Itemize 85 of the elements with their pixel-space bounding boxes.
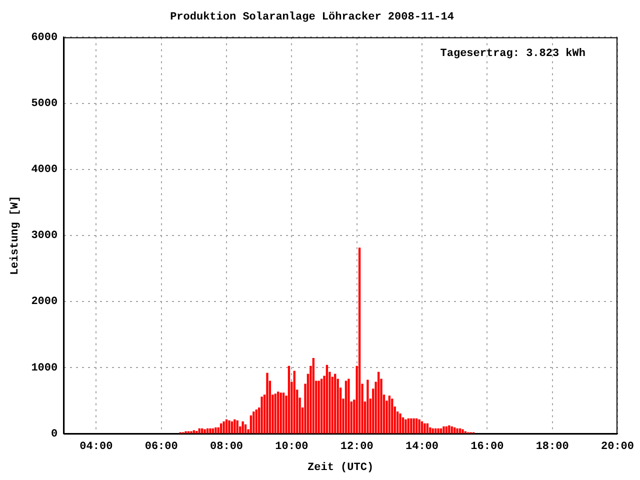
chart-title: Produktion Solaranlage Löhracker 2008-11-14 bbox=[170, 11, 454, 24]
bar bbox=[399, 413, 402, 434]
annotation: Tagesertrag: 3.823 kWh bbox=[440, 48, 586, 60]
bar bbox=[222, 421, 225, 434]
y-tick-label: 4000 bbox=[31, 164, 58, 176]
bar bbox=[244, 424, 247, 434]
bar bbox=[280, 392, 282, 434]
bar bbox=[437, 428, 440, 434]
bar bbox=[217, 427, 220, 434]
bar bbox=[458, 428, 462, 434]
bar bbox=[410, 418, 412, 434]
bar bbox=[462, 429, 464, 434]
bar bbox=[440, 428, 442, 434]
bar bbox=[204, 429, 206, 434]
bar bbox=[418, 419, 420, 434]
bar bbox=[404, 419, 407, 434]
bar bbox=[209, 428, 212, 434]
bar bbox=[402, 417, 404, 434]
bar bbox=[198, 428, 200, 434]
bar bbox=[250, 415, 252, 434]
bar bbox=[366, 380, 369, 434]
x-tick-label: 08:00 bbox=[210, 440, 244, 453]
bar bbox=[225, 419, 228, 434]
x-tick-label: 04:00 bbox=[80, 440, 113, 453]
bar bbox=[201, 428, 204, 434]
y-tick-label: 5000 bbox=[31, 98, 58, 110]
bar bbox=[412, 418, 415, 434]
bar bbox=[255, 409, 258, 434]
bar bbox=[220, 423, 222, 434]
bar bbox=[266, 372, 268, 434]
bar bbox=[407, 418, 410, 434]
bar bbox=[334, 374, 336, 434]
bar bbox=[196, 430, 198, 434]
bar bbox=[318, 380, 320, 434]
x-tick-label: 20:00 bbox=[600, 440, 634, 453]
x-tick-label: 14:00 bbox=[406, 440, 439, 453]
x-axis-title: Zeit (UTC) bbox=[308, 462, 374, 474]
bar bbox=[454, 427, 456, 434]
x-tick-label: 06:00 bbox=[144, 440, 178, 453]
bar bbox=[348, 378, 350, 434]
bar bbox=[344, 380, 348, 434]
bar bbox=[320, 378, 323, 434]
bar bbox=[234, 419, 236, 434]
bar bbox=[242, 421, 244, 434]
bar bbox=[252, 411, 255, 434]
bar bbox=[230, 421, 234, 434]
bar bbox=[277, 392, 280, 434]
y-tick-label: 6000 bbox=[31, 32, 58, 44]
bar bbox=[426, 423, 429, 434]
bar bbox=[206, 428, 209, 434]
bar bbox=[420, 421, 424, 434]
bar bbox=[445, 426, 448, 434]
bar bbox=[432, 428, 434, 434]
x-tick-label: 10:00 bbox=[275, 440, 308, 453]
bar bbox=[434, 428, 437, 434]
y-tick-label: 2000 bbox=[31, 296, 58, 308]
bar bbox=[282, 392, 285, 434]
x-tick-label: 18:00 bbox=[536, 440, 569, 453]
bar bbox=[288, 366, 290, 434]
bar bbox=[326, 364, 328, 434]
bar bbox=[358, 248, 361, 434]
bar bbox=[214, 427, 217, 434]
x-tick-label: 12:00 bbox=[340, 440, 374, 453]
bar bbox=[388, 396, 391, 434]
bar bbox=[228, 420, 230, 434]
bar bbox=[274, 394, 276, 434]
bar bbox=[415, 418, 418, 434]
bar bbox=[260, 396, 263, 434]
bar bbox=[424, 423, 426, 434]
bar bbox=[312, 358, 314, 434]
y-tick-label: 1000 bbox=[31, 362, 58, 374]
y-tick-label: 0 bbox=[50, 428, 58, 440]
bar bbox=[450, 426, 453, 434]
bar bbox=[391, 398, 394, 434]
y-tick-label: 3000 bbox=[31, 230, 58, 242]
y-axis-title: Leistung [W] bbox=[9, 196, 22, 276]
bar bbox=[442, 426, 445, 434]
bar bbox=[236, 420, 238, 434]
bar bbox=[377, 372, 380, 434]
bar bbox=[293, 370, 296, 434]
bar bbox=[212, 428, 214, 434]
bar bbox=[456, 428, 458, 434]
bar bbox=[429, 427, 432, 434]
x-tick-label: 16:00 bbox=[470, 440, 504, 453]
bar bbox=[448, 425, 450, 434]
